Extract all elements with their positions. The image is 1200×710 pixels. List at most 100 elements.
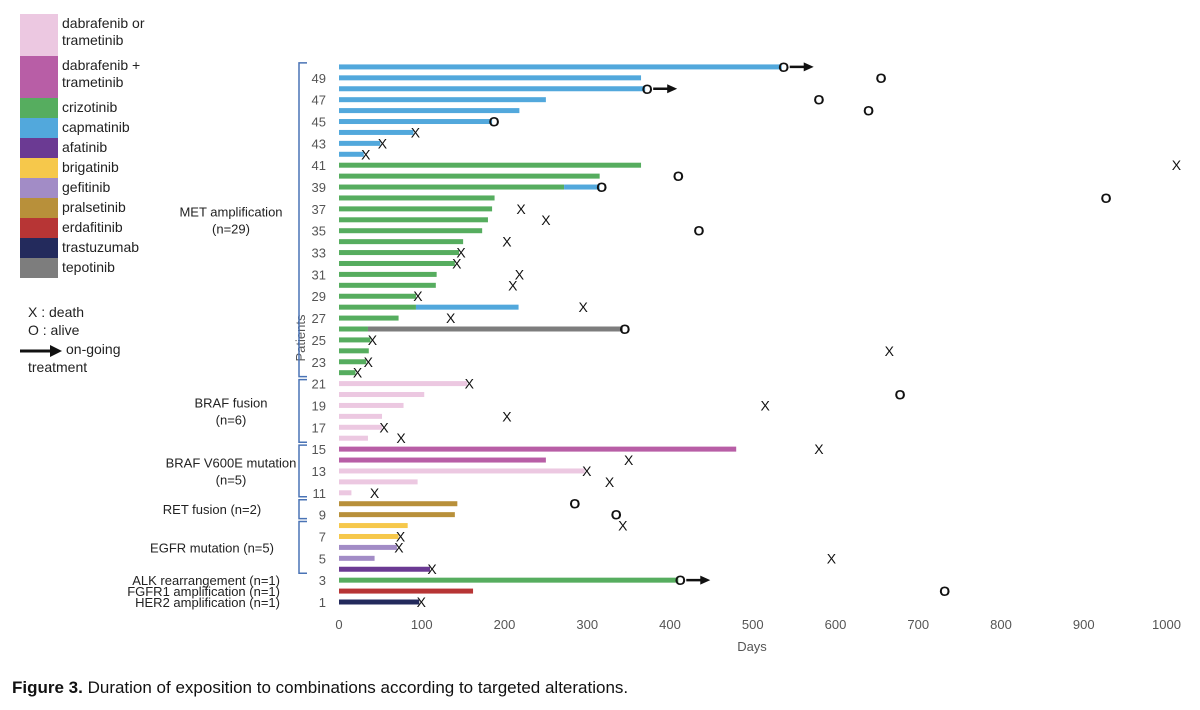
y-tick-label: 15	[312, 442, 326, 457]
bar-segment	[339, 544, 397, 550]
bar-segment	[339, 97, 546, 103]
alive-marker: O	[675, 572, 686, 588]
x-tick-label: 200	[494, 617, 516, 632]
alive-marker: O	[863, 103, 874, 119]
death-marker: X	[624, 452, 634, 468]
bar-segment	[339, 446, 737, 452]
bar-segment	[339, 129, 414, 135]
ongoing-key-2: treatment	[28, 359, 87, 375]
legend-label-line: dabrafenib +	[62, 57, 141, 73]
legend-label-line: gefitinib	[62, 179, 111, 195]
legend-item: afatinib	[20, 138, 260, 158]
legend-label-line: brigatinib	[62, 159, 119, 175]
bar-segment	[339, 315, 399, 321]
y-tick-label: 27	[312, 311, 326, 326]
death-marker: X	[379, 419, 389, 435]
legend-item: dabrafenib or trametinib	[20, 14, 260, 56]
y-tick-label: 21	[312, 377, 326, 392]
bar-segment	[339, 468, 585, 474]
bar-segment	[339, 75, 642, 81]
y-tick-label: 9	[319, 508, 326, 523]
bar-segment	[339, 424, 383, 430]
bar-segment	[339, 381, 468, 387]
death-marker: X	[885, 343, 895, 359]
alive-marker: O	[619, 321, 630, 337]
x-tick-label: 1000	[1152, 617, 1181, 632]
death-marker: X	[417, 594, 427, 610]
bar-segment	[339, 239, 464, 245]
legend-label: erdafitinib	[62, 219, 123, 236]
death-marker: X	[502, 408, 512, 424]
group-label: BRAF fusion	[195, 395, 268, 410]
alive-marker: O	[611, 507, 622, 523]
death-marker: X	[814, 441, 824, 457]
y-tick-label: 5	[319, 551, 326, 566]
bar-segment	[339, 195, 495, 201]
y-tick-label: 41	[312, 158, 326, 173]
alive-marker: O	[673, 168, 684, 184]
bar-segment	[339, 326, 368, 332]
legend-label: crizotinib	[62, 99, 117, 116]
y-tick-label: 7	[319, 529, 326, 544]
y-tick-label: 3	[319, 573, 326, 588]
bars-layer	[339, 64, 782, 605]
death-marker: X	[413, 288, 423, 304]
bar-segment	[339, 490, 352, 496]
bar-segment	[339, 359, 367, 365]
legend-item: gefitinib	[20, 178, 260, 198]
legend-item: capmatinib	[20, 118, 260, 138]
legend-swatch	[20, 56, 58, 98]
y-tick-label: 37	[312, 202, 326, 217]
x-tick-label: 300	[576, 617, 598, 632]
legend-label-line: erdafitinib	[62, 219, 123, 235]
bar-segment	[339, 162, 642, 168]
groups-layer: MET amplification (n=29) BRAF fusion (n=6) B…	[127, 62, 307, 610]
legend-label-line: pralsetinib	[62, 199, 126, 215]
group-label: (n=29)	[212, 221, 250, 236]
legend-item: crizotinib	[20, 98, 260, 118]
group-label: BRAF V600E mutation	[166, 455, 297, 470]
bar-segment	[339, 250, 459, 256]
death-marker: X	[502, 234, 512, 250]
bar-segment	[339, 260, 455, 266]
y-axis-label: Patients	[293, 314, 308, 361]
bar-segment	[339, 184, 565, 190]
bar-segment	[339, 577, 679, 583]
legend-item: erdafitinib	[20, 218, 260, 238]
y-tick-label: 19	[312, 398, 326, 413]
alive-key: O : alive	[28, 322, 79, 338]
death-key-label: X : death	[28, 304, 85, 320]
y-tick-label: 39	[312, 180, 326, 195]
y-tick-label: 43	[312, 136, 326, 151]
bar-segment	[339, 533, 399, 539]
bar-segment	[339, 108, 520, 114]
bar-segment	[339, 140, 381, 146]
group-label: (n=6)	[216, 412, 247, 427]
x-tick-label: 600	[825, 617, 847, 632]
legend-swatch	[20, 98, 58, 118]
figure-caption-text: Duration of exposition to combinations a…	[82, 678, 629, 697]
bar-segment	[339, 86, 646, 92]
y-tick-label: 49	[312, 71, 326, 86]
legend-label-line: trametinib	[62, 32, 124, 48]
group-bracket	[298, 498, 307, 520]
legend-swatch	[20, 14, 58, 56]
x-axis-label: Days	[737, 639, 767, 654]
alive-marker: O	[489, 114, 500, 130]
death-marker: X	[827, 550, 837, 566]
bar-segment	[339, 588, 474, 594]
legend-label-line: dabrafenib or	[62, 15, 145, 31]
bar-segment	[339, 599, 420, 605]
legend-swatch	[20, 258, 58, 278]
group-bracket	[298, 62, 307, 378]
ongoing-key: on-going	[66, 341, 121, 357]
group-label: RET fusion (n=2)	[163, 502, 261, 517]
death-marker: X	[446, 310, 456, 326]
ongoing-key-label-2: treatment	[28, 359, 88, 375]
death-marker: X	[394, 539, 404, 555]
y-tick-label: 1	[319, 595, 326, 610]
y-tick-label: 47	[312, 93, 326, 108]
alive-marker: O	[642, 81, 653, 97]
bar-segment	[339, 337, 371, 343]
group-bracket	[298, 520, 307, 574]
